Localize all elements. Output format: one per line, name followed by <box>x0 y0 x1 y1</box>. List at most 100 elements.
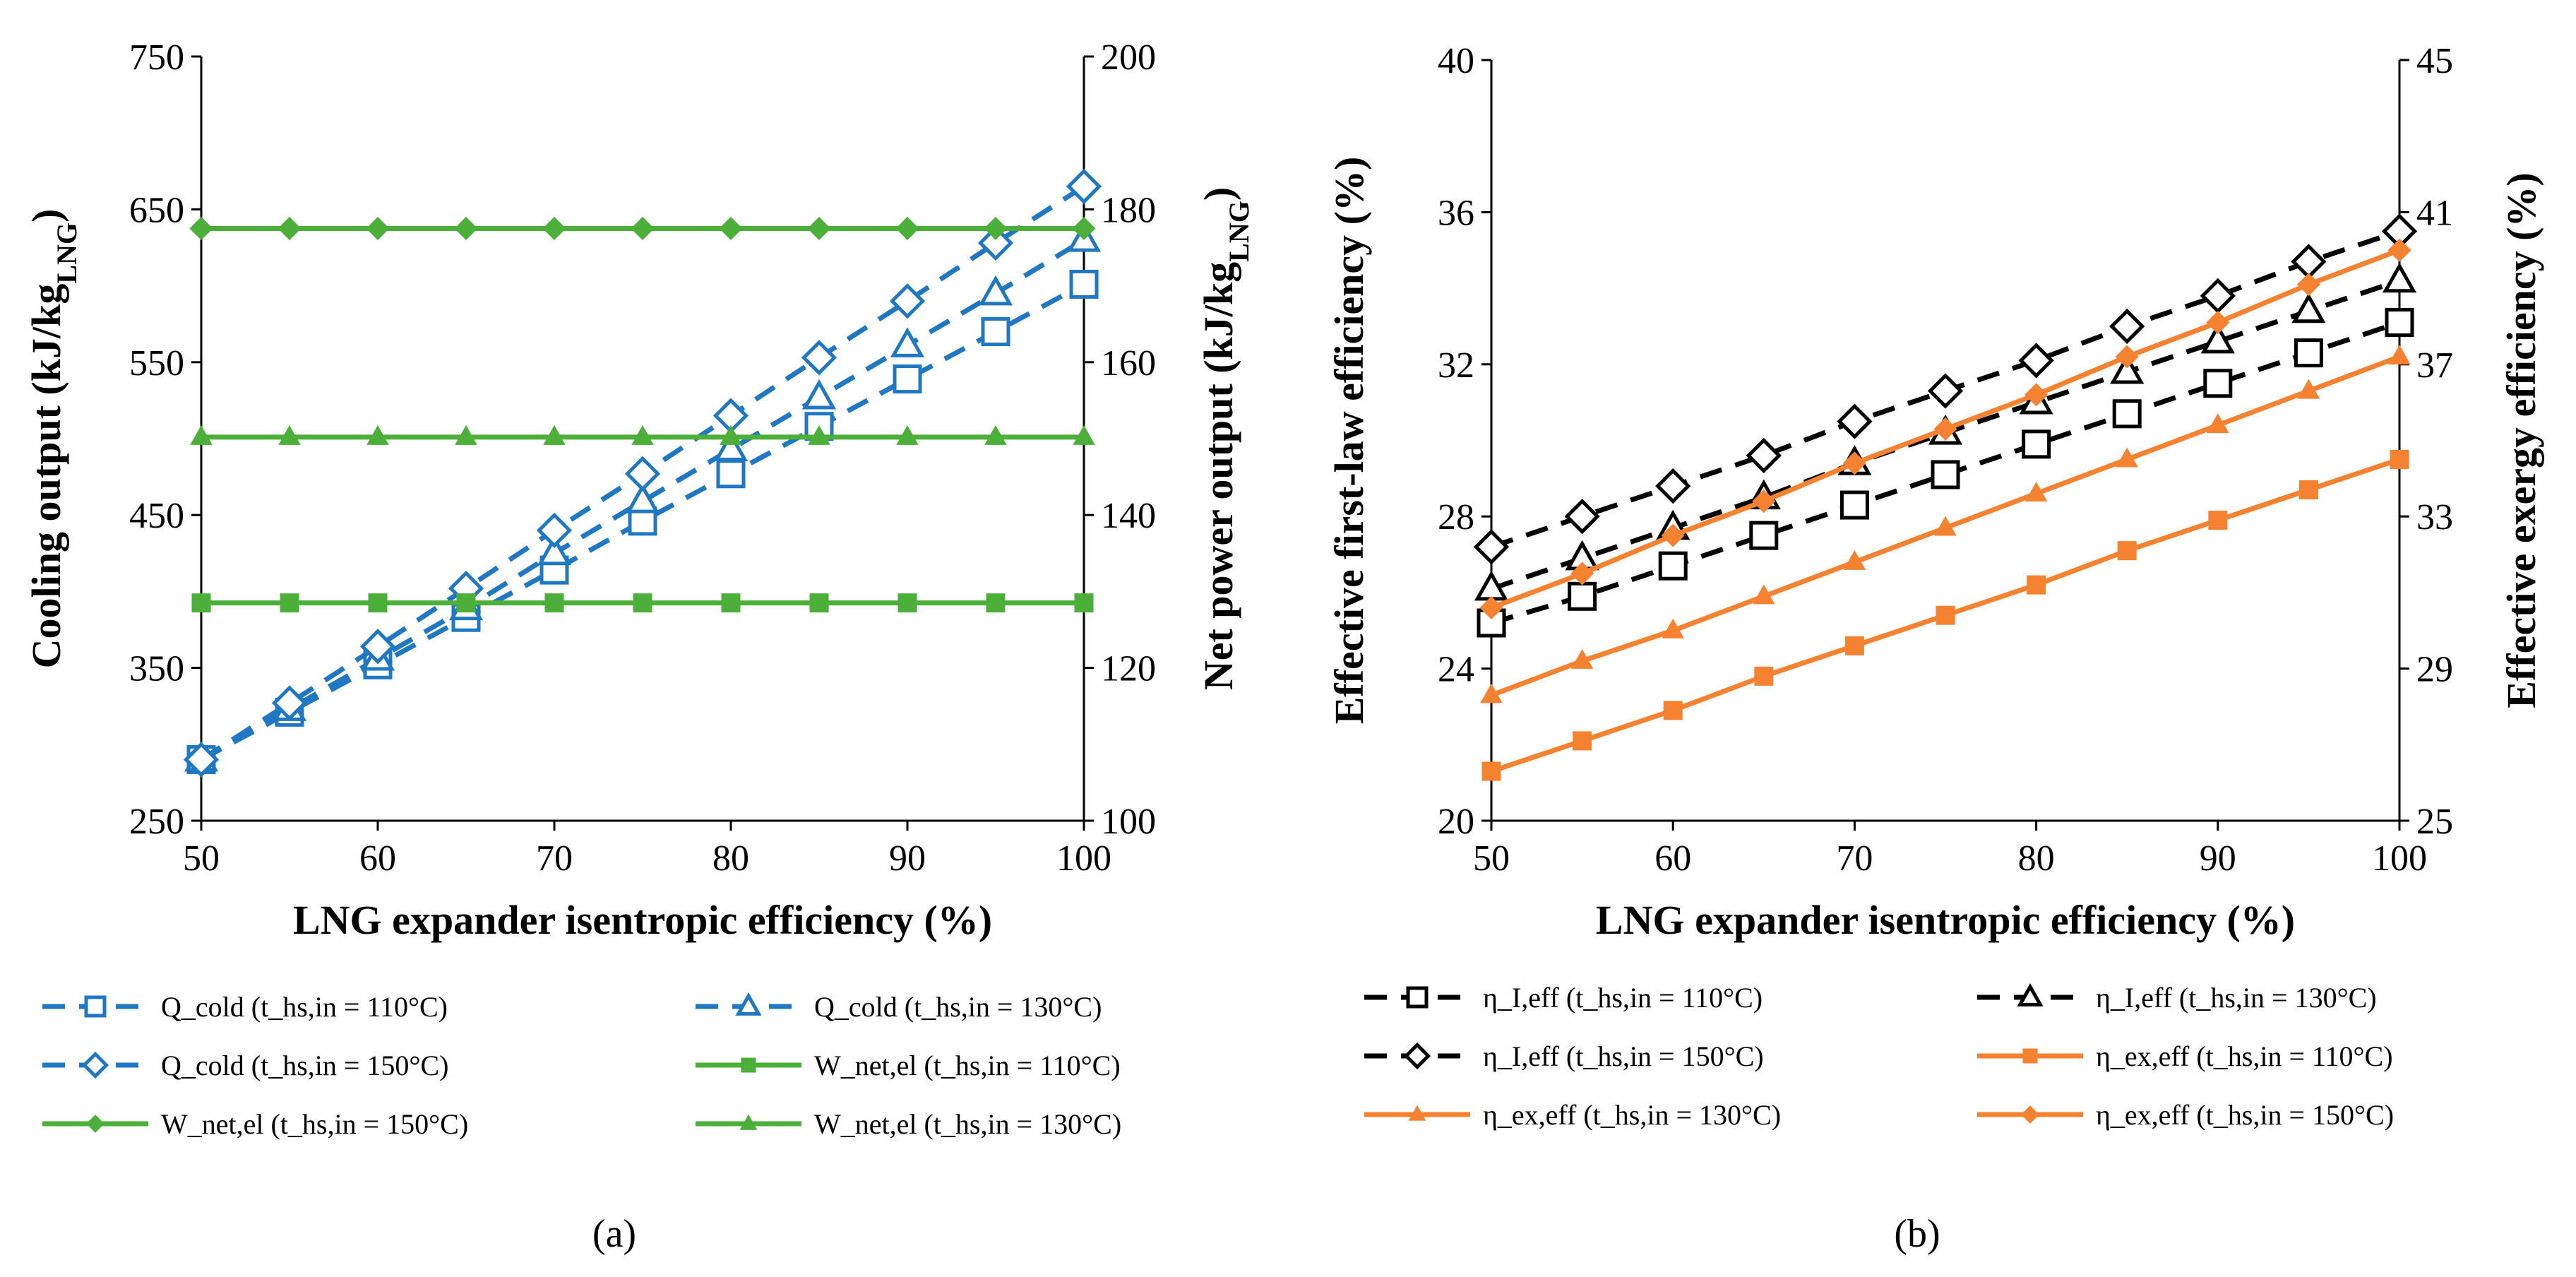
data-point <box>1754 666 1774 686</box>
y-tick-label-right: 120 <box>1101 649 1156 689</box>
data-point <box>542 216 566 240</box>
data-point <box>1927 373 1964 409</box>
legend-marker <box>2021 1105 2039 1124</box>
data-point <box>1481 761 1501 781</box>
y-tick-label-left: 750 <box>129 37 184 78</box>
data-point <box>2296 273 2320 297</box>
y-tick-label-left: 32 <box>1438 345 1474 386</box>
series-6 <box>1479 238 2411 619</box>
data-point <box>2027 575 2046 595</box>
legend-item: η_ex,eff (t_hs,in = 130°C) <box>1364 1099 1781 1131</box>
data-point <box>716 459 746 489</box>
legend-label: η_ex,eff (t_hs,in = 110°C) <box>2096 1040 2393 1072</box>
data-point <box>625 482 660 513</box>
y-tick-label-right: 37 <box>2416 345 2453 386</box>
legend-item: η_I,eff (t_hs,in = 130°C) <box>1977 982 2377 1014</box>
data-point <box>2291 292 2326 323</box>
data-point <box>1480 683 1503 703</box>
data-point <box>2112 399 2142 429</box>
chart-panel-a: 250 350 450 550 650 750 100 120 140 160 180 200 50 60… <box>23 37 1255 1256</box>
data-point <box>624 456 661 492</box>
series-3 <box>1473 213 2418 565</box>
legend: η_I,eff (t_hs,in = 110°C) η_I,eff (t_hs,i… <box>1364 982 2394 1131</box>
data-point <box>1661 523 1685 547</box>
panel-label: (a) <box>592 1212 636 1256</box>
series-5 <box>189 216 1096 240</box>
data-point <box>2298 480 2318 500</box>
legend-marker <box>86 1115 105 1133</box>
y-tick-label-left: 450 <box>129 496 184 536</box>
data-point <box>1839 490 1869 520</box>
data-point <box>1752 489 1776 513</box>
data-point <box>191 593 211 613</box>
data-point <box>2200 278 2236 314</box>
legend-marker <box>1403 1042 1431 1070</box>
data-point <box>1746 437 1782 474</box>
data-point <box>808 424 830 445</box>
legend-item: Q_cold (t_hs,in = 150°C) <box>42 1050 448 1081</box>
data-point <box>2206 311 2230 335</box>
x-tick-label: 60 <box>1654 838 1691 879</box>
legend-item: η_ex,eff (t_hs,in = 110°C) <box>1977 1040 2393 1072</box>
data-point <box>895 216 919 240</box>
data-point <box>986 593 1006 613</box>
data-point <box>278 424 301 445</box>
data-point <box>1573 731 1592 751</box>
y-axis-title-left: Effective first-law efficiency (%) <box>1326 157 1372 725</box>
data-point <box>1570 562 1594 586</box>
data-point <box>1931 460 1960 489</box>
data-point <box>1753 584 1775 605</box>
y-tick-label-right: 140 <box>1101 496 1156 536</box>
data-point <box>536 512 573 548</box>
data-point <box>278 216 302 240</box>
legend-label: W_net,el (t_hs,in = 150°C) <box>161 1108 468 1140</box>
data-point <box>898 593 917 613</box>
data-point <box>2297 379 2320 399</box>
legend-item: W_net,el (t_hs,in = 130°C) <box>696 1108 1121 1140</box>
legend-label: η_ex,eff (t_hs,in = 150°C) <box>2096 1099 2394 1131</box>
legend-marker <box>2022 1048 2038 1064</box>
data-point <box>2203 369 2233 398</box>
data-point <box>2025 482 2048 501</box>
data-point <box>2018 343 2054 379</box>
x-axis-title: LNG expander isentropic efficiency (%) <box>1596 897 2295 943</box>
x-tick-label: 50 <box>183 838 220 879</box>
data-point <box>1073 424 1095 445</box>
legend-label: Q_cold (t_hs,in = 130°C) <box>814 991 1102 1023</box>
series-1 <box>1477 308 2414 638</box>
data-point <box>2385 308 2414 338</box>
series-4 <box>1481 449 2409 781</box>
data-point <box>455 424 477 445</box>
data-point <box>809 593 829 613</box>
legend-marker <box>735 992 762 1016</box>
data-point <box>189 216 213 240</box>
data-point <box>543 424 566 445</box>
data-point <box>2109 308 2145 345</box>
data-point <box>1074 593 1094 613</box>
y-tick-label-left: 36 <box>1438 193 1474 233</box>
x-tick-label: 50 <box>1473 838 1510 879</box>
series-2 <box>184 221 1102 772</box>
data-point <box>2388 345 2411 365</box>
data-point <box>1663 701 1683 720</box>
panel-label: (b) <box>1894 1212 1940 1256</box>
data-point <box>984 424 1007 445</box>
data-point <box>368 593 388 613</box>
legend-item: η_ex,eff (t_hs,in = 150°C) <box>1977 1099 2394 1131</box>
data-point <box>280 593 299 613</box>
y-tick-label-left: 24 <box>1438 650 1474 690</box>
data-point <box>2291 244 2327 280</box>
data-point <box>633 593 652 613</box>
legend-label: η_I,eff (t_hs,in = 130°C) <box>2096 982 2377 1014</box>
data-point <box>721 593 741 613</box>
data-point <box>2110 353 2145 384</box>
data-point <box>1069 269 1099 299</box>
series-line <box>200 282 1085 762</box>
data-point <box>2117 541 2137 561</box>
data-point <box>893 364 922 394</box>
data-point <box>801 340 837 376</box>
legend-marker <box>1408 1105 1426 1121</box>
legend-item: Q_cold (t_hs,in = 130°C) <box>696 991 1102 1023</box>
y-tick-label-right: 33 <box>2416 497 2453 537</box>
